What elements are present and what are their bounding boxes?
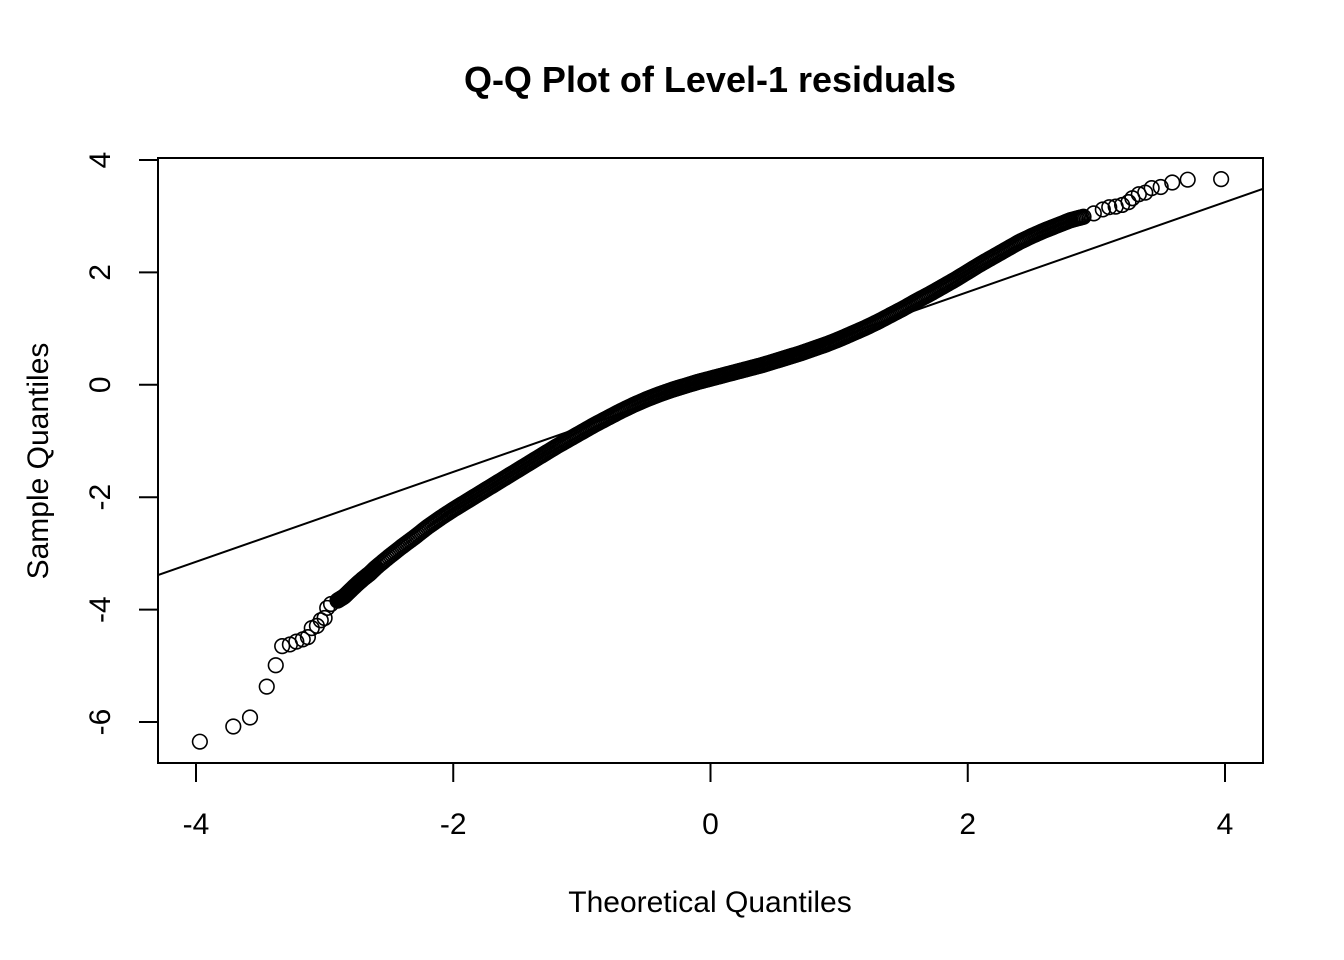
plot-area: -4 -2 0 2 4 -6 -4 -2 0 2 4 [84,152,1264,841]
data-point [1179,171,1196,188]
data-point [1130,186,1147,203]
data-point [258,678,275,695]
y-tick-label: -4 [84,596,117,623]
data-point [191,733,208,750]
data-point [316,609,333,627]
x-tick-label: -2 [440,808,467,841]
y-tick-label: -6 [84,709,117,736]
data-point [1152,178,1169,196]
x-tick-label: -4 [183,808,210,841]
y-tick-label: -2 [84,484,117,511]
y-tick-label: 2 [84,264,117,281]
data-point [267,657,284,674]
plot-frame [157,157,1264,764]
data-point [225,718,242,735]
data-point [1143,180,1160,197]
data-point [1094,201,1111,218]
data-point [274,638,291,655]
chart-title: Q-Q Plot of Level-1 residuals [464,59,956,100]
data-point [299,629,317,646]
x-tick-label: 0 [702,808,719,841]
data-point [1213,171,1230,188]
x-tick-label: 2 [959,808,976,841]
data-point [1073,209,1091,226]
x-tick-label: 4 [1217,808,1234,841]
data-point [1101,199,1118,216]
data-point [241,709,259,726]
y-tick-label: 4 [84,152,117,169]
data-point [1164,174,1181,191]
y-axis-label: Sample Quantiles [22,343,55,580]
data-point [288,633,305,650]
data-point [312,612,329,629]
data-point [1120,194,1137,211]
y-tick-label: 0 [84,376,117,393]
x-axis-label: Theoretical Quantiles [568,886,851,919]
